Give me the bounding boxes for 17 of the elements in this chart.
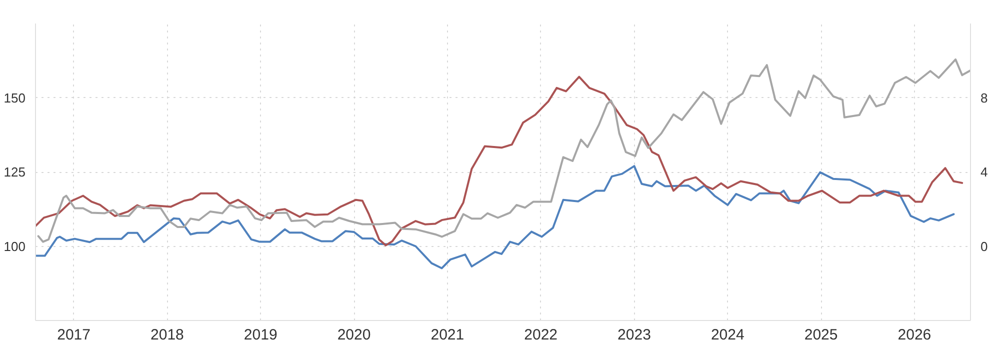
x-tick-label: 2018 [150,326,184,344]
x-tick-label: 2024 [710,326,744,344]
x-tick-label: 2022 [524,326,558,344]
x-tick-label: 2020 [337,326,371,344]
y-tick-label: 100 [4,238,26,254]
x-tick-label: 2021 [430,326,464,344]
x-tick-label: 2023 [618,326,651,344]
y-tick-label: 150 [4,90,26,106]
y2-tick-label: 4 [980,164,988,180]
y2-tick-label: 8 [980,90,988,106]
x-tick-label: 2019 [244,326,278,344]
x-tick-label: 2026 [898,326,932,344]
y2-tick-label: 0 [980,238,988,254]
x-tick-label: 2017 [57,326,90,344]
y-tick-label: 125 [4,164,26,180]
x-tick-label: 2025 [804,326,838,344]
line-series [36,165,955,270]
